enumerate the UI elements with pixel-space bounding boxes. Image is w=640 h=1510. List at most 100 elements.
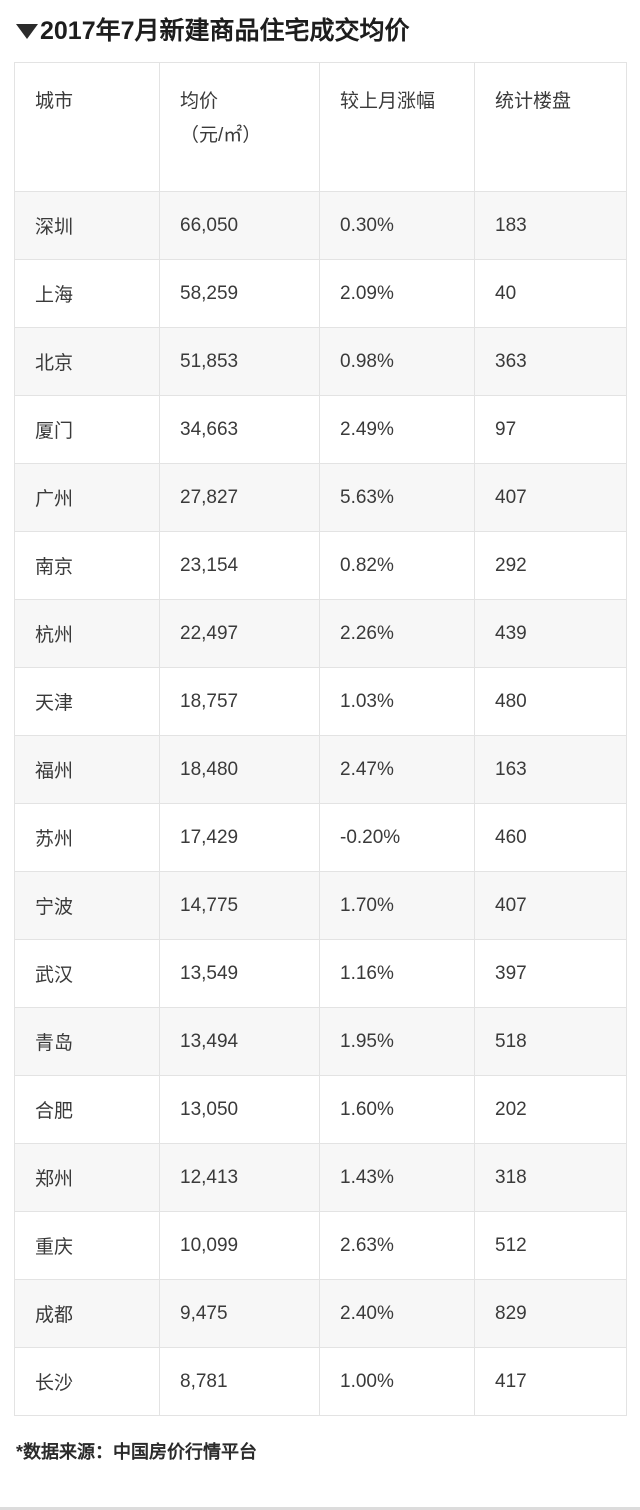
table-row: 苏州 17,429 -0.20% 460 <box>14 803 627 872</box>
cell-price: 66,050 <box>159 191 320 260</box>
cell-price: 14,775 <box>159 871 320 940</box>
column-header-change: 较上月涨幅 <box>319 62 475 192</box>
cell-change: 0.82% <box>319 531 475 600</box>
bottom-divider <box>0 1507 640 1510</box>
data-source-note: *数据来源：中国房价行情平台 <box>16 1442 258 1462</box>
column-header-count: 统计楼盘 <box>474 62 627 192</box>
table-row: 青岛 13,494 1.95% 518 <box>14 1007 627 1076</box>
cell-count: 363 <box>474 327 627 396</box>
cell-change: 0.30% <box>319 191 475 260</box>
table-row: 南京 23,154 0.82% 292 <box>14 531 627 600</box>
table-row: 杭州 22,497 2.26% 439 <box>14 599 627 668</box>
cell-city: 厦门 <box>14 395 160 464</box>
cell-count: 460 <box>474 803 627 872</box>
table-row: 北京 51,853 0.98% 363 <box>14 327 627 396</box>
cell-price: 51,853 <box>159 327 320 396</box>
housing-price-table: 城市 均价 （元/㎡） 较上月涨幅 统计楼盘 深圳 66,050 0.30% 1… <box>14 62 627 1416</box>
cell-change: -0.20% <box>319 803 475 872</box>
column-header-city: 城市 <box>14 62 160 192</box>
cell-change: 1.70% <box>319 871 475 940</box>
cell-price: 8,781 <box>159 1347 320 1416</box>
cell-count: 439 <box>474 599 627 668</box>
cell-city: 南京 <box>14 531 160 600</box>
cell-city: 福州 <box>14 735 160 804</box>
column-header-price-label: 均价 <box>180 91 219 112</box>
cell-city: 宁波 <box>14 871 160 940</box>
table-row: 宁波 14,775 1.70% 407 <box>14 871 627 940</box>
cell-city: 重庆 <box>14 1211 160 1280</box>
cell-city: 苏州 <box>14 803 160 872</box>
cell-city: 北京 <box>14 327 160 396</box>
table-row: 福州 18,480 2.47% 163 <box>14 735 627 804</box>
page-title: 2017年7月新建商品住宅成交均价 <box>14 0 626 62</box>
table-row: 长沙 8,781 1.00% 417 <box>14 1347 627 1416</box>
table-row: 武汉 13,549 1.16% 397 <box>14 939 627 1008</box>
cell-change: 1.60% <box>319 1075 475 1144</box>
cell-count: 407 <box>474 463 627 532</box>
cell-count: 163 <box>474 735 627 804</box>
cell-change: 1.03% <box>319 667 475 736</box>
table-row: 广州 27,827 5.63% 407 <box>14 463 627 532</box>
cell-price: 34,663 <box>159 395 320 464</box>
cell-change: 2.47% <box>319 735 475 804</box>
cell-count: 397 <box>474 939 627 1008</box>
cell-city: 成都 <box>14 1279 160 1348</box>
column-header-change-label: 较上月涨幅 <box>340 91 436 112</box>
cell-change: 1.00% <box>319 1347 475 1416</box>
triangle-down-icon <box>16 23 38 39</box>
cell-count: 183 <box>474 191 627 260</box>
cell-city: 武汉 <box>14 939 160 1008</box>
cell-change: 5.63% <box>319 463 475 532</box>
cell-price: 22,497 <box>159 599 320 668</box>
table-header-row: 城市 均价 （元/㎡） 较上月涨幅 统计楼盘 <box>14 62 627 192</box>
cell-count: 407 <box>474 871 627 940</box>
column-header-price: 均价 （元/㎡） <box>159 62 320 192</box>
table-body: 深圳 66,050 0.30% 183 上海 58,259 2.09% 40 北… <box>14 191 627 1416</box>
cell-count: 512 <box>474 1211 627 1280</box>
cell-change: 2.63% <box>319 1211 475 1280</box>
table-row: 天津 18,757 1.03% 480 <box>14 667 627 736</box>
cell-city: 杭州 <box>14 599 160 668</box>
cell-count: 318 <box>474 1143 627 1212</box>
table-row: 郑州 12,413 1.43% 318 <box>14 1143 627 1212</box>
cell-city: 青岛 <box>14 1007 160 1076</box>
cell-price: 27,827 <box>159 463 320 532</box>
cell-count: 829 <box>474 1279 627 1348</box>
cell-city: 长沙 <box>14 1347 160 1416</box>
cell-count: 40 <box>474 259 627 328</box>
column-header-count-label: 统计楼盘 <box>495 91 572 112</box>
column-header-city-label: 城市 <box>35 91 74 112</box>
cell-change: 2.49% <box>319 395 475 464</box>
cell-price: 13,050 <box>159 1075 320 1144</box>
page-title-text: 2017年7月新建商品住宅成交均价 <box>40 16 410 45</box>
cell-change: 1.95% <box>319 1007 475 1076</box>
cell-change: 2.40% <box>319 1279 475 1348</box>
cell-count: 292 <box>474 531 627 600</box>
cell-count: 480 <box>474 667 627 736</box>
cell-city: 深圳 <box>14 191 160 260</box>
cell-price: 12,413 <box>159 1143 320 1212</box>
cell-change: 1.43% <box>319 1143 475 1212</box>
cell-city: 天津 <box>14 667 160 736</box>
cell-city: 广州 <box>14 463 160 532</box>
cell-price: 23,154 <box>159 531 320 600</box>
cell-change: 0.98% <box>319 327 475 396</box>
table-row: 深圳 66,050 0.30% 183 <box>14 191 627 260</box>
cell-price: 9,475 <box>159 1279 320 1348</box>
cell-price: 10,099 <box>159 1211 320 1280</box>
cell-price: 13,549 <box>159 939 320 1008</box>
cell-city: 郑州 <box>14 1143 160 1212</box>
cell-change: 1.16% <box>319 939 475 1008</box>
cell-price: 18,480 <box>159 735 320 804</box>
cell-price: 58,259 <box>159 259 320 328</box>
cell-count: 202 <box>474 1075 627 1144</box>
cell-price: 13,494 <box>159 1007 320 1076</box>
table-row: 厦门 34,663 2.49% 97 <box>14 395 627 464</box>
cell-price: 17,429 <box>159 803 320 872</box>
column-header-price-unit: （元/㎡） <box>180 125 262 146</box>
cell-change: 2.09% <box>319 259 475 328</box>
cell-city: 上海 <box>14 259 160 328</box>
table-row: 合肥 13,050 1.60% 202 <box>14 1075 627 1144</box>
cell-count: 97 <box>474 395 627 464</box>
